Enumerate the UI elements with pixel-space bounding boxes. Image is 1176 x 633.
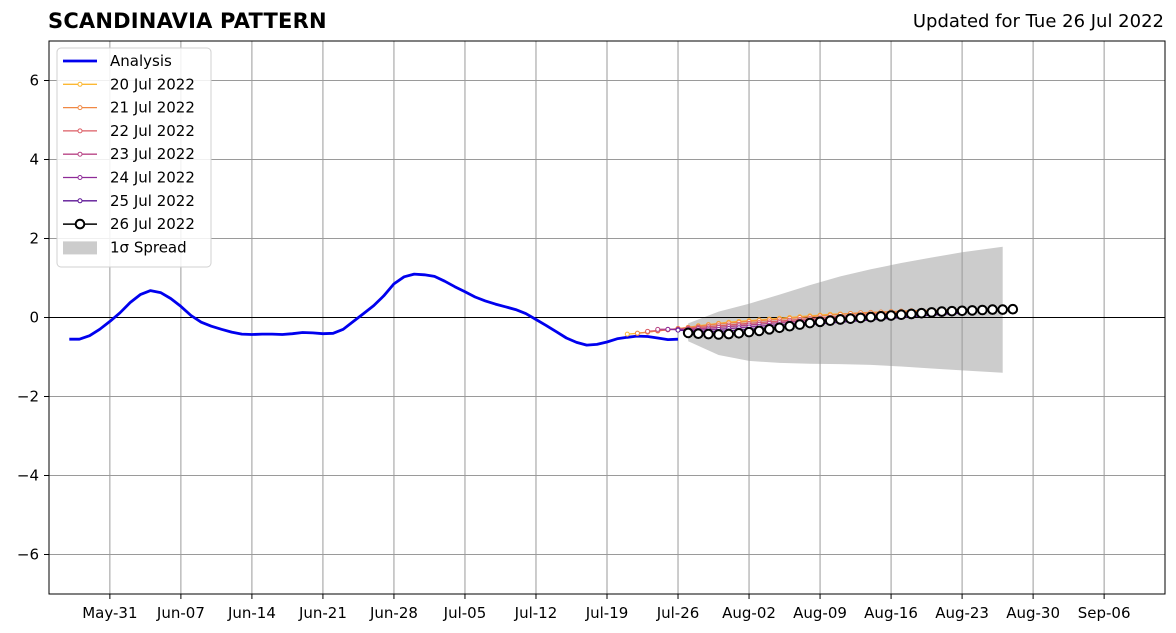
y-tick-label: 2 xyxy=(29,230,39,248)
latest-forecast-point xyxy=(875,311,887,322)
legend-label: 21 Jul 2022 xyxy=(110,99,195,117)
x-tick-label: Jul-19 xyxy=(585,604,629,622)
y-tick-label: −4 xyxy=(17,467,39,485)
legend-swatch-spread xyxy=(63,241,97,255)
latest-forecast-point xyxy=(693,328,704,339)
latest-forecast-point xyxy=(753,325,765,337)
latest-forecast-point xyxy=(764,324,775,335)
legend-swatch-marker xyxy=(77,105,83,111)
latest-forecast-point xyxy=(966,305,978,316)
latest-forecast-point xyxy=(946,305,958,317)
chart-subtitle: Updated for Tue 26 Jul 2022 xyxy=(912,11,1164,32)
latest-forecast-point xyxy=(855,312,866,324)
latest-forecast-point xyxy=(784,320,795,332)
latest-forecast-point xyxy=(774,322,785,334)
legend-swatch-marker xyxy=(77,151,83,157)
legend-swatch-marker xyxy=(74,218,86,230)
legend-swatch-marker xyxy=(77,198,83,204)
latest-forecast-point xyxy=(743,326,755,338)
series-line-analysis xyxy=(69,272,679,347)
forecast-point xyxy=(624,331,630,337)
x-tick-label: Aug-16 xyxy=(864,604,918,622)
x-tick-label: Sep-06 xyxy=(1078,604,1131,622)
spread-band xyxy=(688,246,1003,373)
latest-forecast-point xyxy=(956,305,968,317)
latest-forecast-point xyxy=(936,306,948,317)
legend-label: Analysis xyxy=(110,52,172,70)
legend-swatch-marker xyxy=(77,175,83,180)
latest-forecast-point xyxy=(845,313,856,324)
x-tick-label: Aug-09 xyxy=(793,604,847,622)
latest-forecast-point xyxy=(906,308,917,320)
latest-forecast-point xyxy=(814,316,826,328)
latest-forecast-point xyxy=(916,307,927,319)
y-tick-label: 0 xyxy=(29,309,39,327)
x-tick-label: Aug-30 xyxy=(1006,604,1060,622)
legend-label: 1σ Spread xyxy=(110,238,187,256)
x-tick-label: Jul-26 xyxy=(656,604,700,622)
legend-label: 23 Jul 2022 xyxy=(110,145,195,163)
axes-layer: May-31 Jun-07 Jun-14 Jun-21 Jun-28 Jul-05 Jul-… xyxy=(17,40,1166,622)
x-tick-label: May-31 xyxy=(82,604,137,622)
x-tick-label: Jul-05 xyxy=(443,604,487,622)
x-tick-label: Jun-21 xyxy=(298,604,347,622)
plot-frame xyxy=(48,40,1166,595)
legend: Analysis 20 Jul 2022 21 Jul 2022 22 Jul 202… xyxy=(56,47,212,268)
forecast-point xyxy=(655,326,661,332)
x-tick-label: Jun-07 xyxy=(156,604,205,622)
latest-forecast-point xyxy=(885,310,897,321)
legend-box xyxy=(56,47,212,268)
y-tick-label: 4 xyxy=(29,151,39,169)
x-tick-label: Aug-23 xyxy=(935,604,989,622)
latest-forecast-point xyxy=(713,329,724,340)
legend-swatch-marker xyxy=(77,128,83,134)
legend-label: 25 Jul 2022 xyxy=(110,192,195,210)
forecast-point xyxy=(634,330,640,336)
spread-layer xyxy=(688,246,1003,373)
x-tick-label: Jun-14 xyxy=(227,604,276,622)
latest-forecast-point xyxy=(926,307,937,318)
latest-forecast-point xyxy=(682,327,694,339)
latest-forecast-point xyxy=(733,328,745,339)
series-layer xyxy=(69,272,1019,347)
x-tick-label: Jul-12 xyxy=(514,604,558,622)
chart-title: SCANDINAVIA PATTERN xyxy=(48,9,327,33)
legend-label: 20 Jul 2022 xyxy=(110,75,195,93)
latest-forecast-point xyxy=(865,311,877,323)
legend-label: 26 Jul 2022 xyxy=(110,215,195,233)
latest-forecast-point xyxy=(835,314,846,325)
latest-forecast-point xyxy=(723,328,735,340)
grid-layer xyxy=(49,41,1165,594)
forecast-point xyxy=(665,326,671,332)
latest-forecast-point xyxy=(987,304,998,315)
legend-label: 24 Jul 2022 xyxy=(110,169,195,187)
y-tick-label: −6 xyxy=(17,546,39,564)
latest-forecast-point xyxy=(1007,303,1019,315)
latest-forecast-point xyxy=(794,319,806,330)
latest-forecast-point xyxy=(824,315,836,326)
forecast-point xyxy=(675,327,681,333)
latest-forecast-point xyxy=(703,328,714,340)
latest-forecast-point xyxy=(977,304,988,316)
y-tick-label: −2 xyxy=(17,388,39,406)
x-tick-label: Jun-28 xyxy=(369,604,418,622)
latest-forecast-point xyxy=(804,317,816,329)
latest-forecast-point xyxy=(895,309,907,321)
x-tick-label: Aug-02 xyxy=(722,604,776,622)
forecast-point xyxy=(645,328,651,334)
legend-label: 22 Jul 2022 xyxy=(110,122,195,140)
latest-forecast-point xyxy=(997,304,1008,315)
y-tick-label: 6 xyxy=(29,72,39,90)
legend-swatch-marker xyxy=(77,81,83,87)
